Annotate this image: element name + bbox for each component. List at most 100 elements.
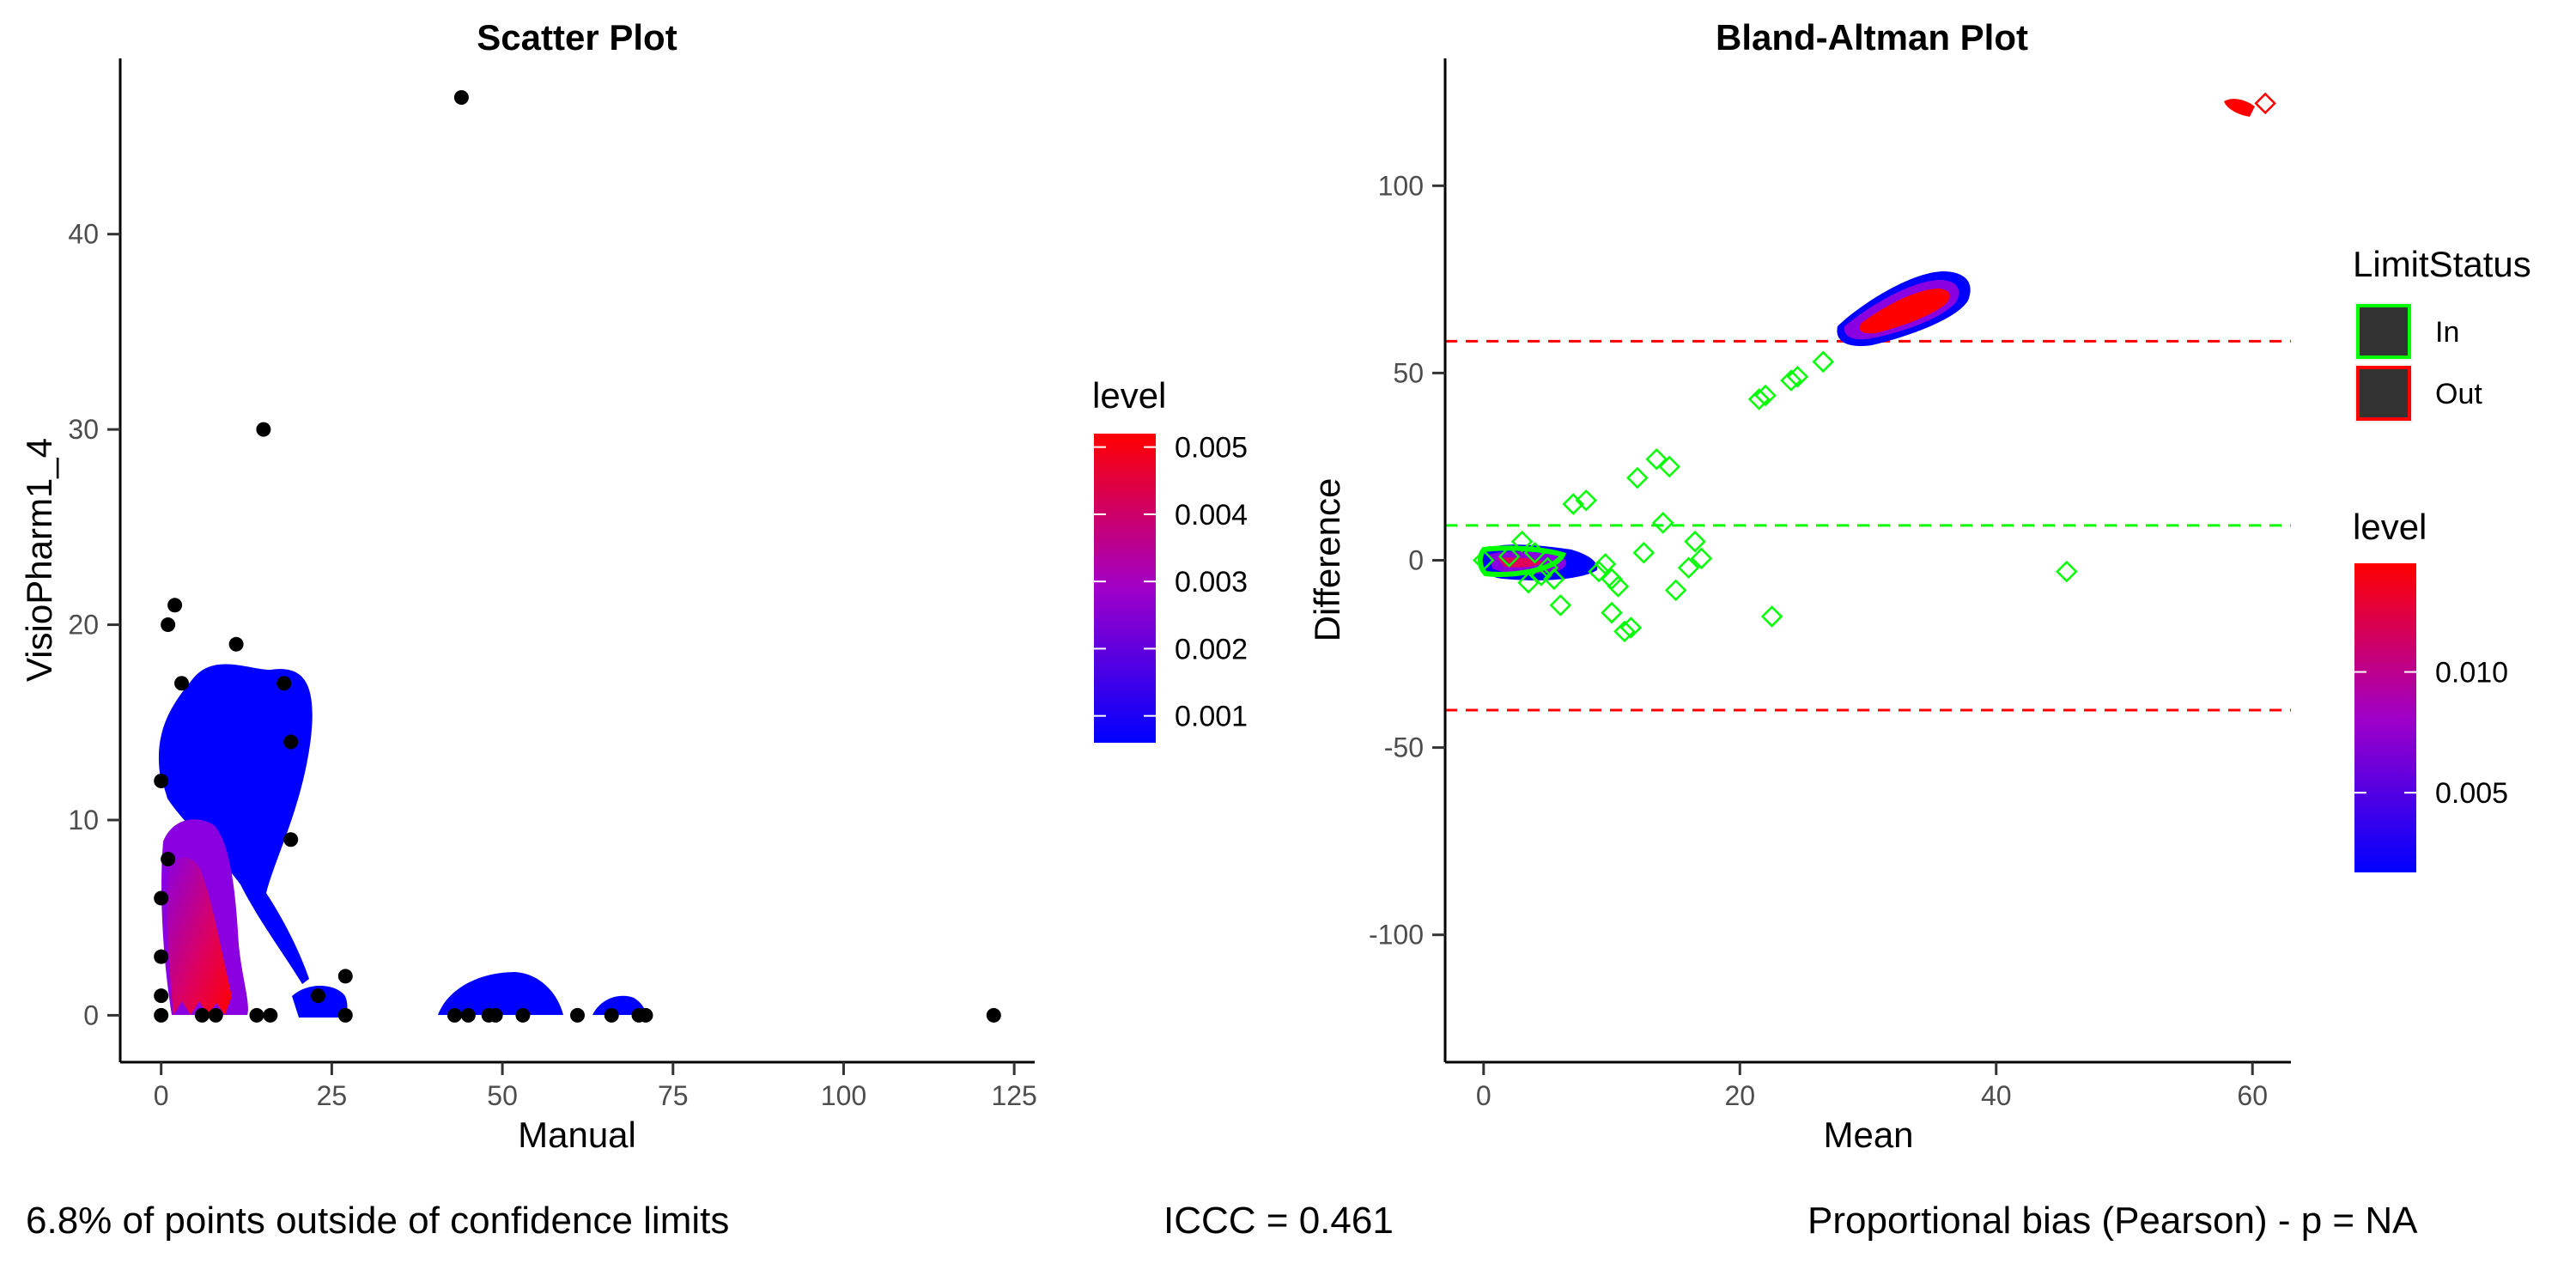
scatter-legend-ticks: 0.005 0.004 0.003 0.002 0.001 [1094,432,1248,733]
scatter-point-22 [453,89,469,105]
scatter-y-tick-label-2: 20 [68,610,99,641]
ba-x-tick-label-3: 60 [2237,1080,2268,1111]
ba-legend-tick-label-0: 0.010 [2435,657,2508,690]
ba-point-in-14 [1619,617,1643,639]
scatter-plot-panel: Scatter Plot 0 25 50 75 100 125 0 10 20 30 40 Manu… [19,17,1037,1155]
scatter-point-7 [167,598,183,613]
scatter-legend-colorbar [1094,434,1156,743]
ba-y-tick-label-3: -50 [1384,732,1424,763]
scatter-point-25 [488,1007,503,1023]
scatter-legend-tick-label-2: 0.003 [1175,566,1248,598]
ba-point-in-30 [2056,560,2078,583]
ba-point-in-26 [1760,605,1783,628]
scatter-point-3 [154,890,169,906]
scatter-point-13 [256,422,271,437]
ba-point-in-21 [1677,556,1700,579]
ba-point-in-7 [1575,489,1597,512]
scatter-point-0 [154,1007,169,1023]
ba-y-tick-label-1: 50 [1393,357,1424,388]
scatter-y-tick-label-0: 0 [83,999,99,1030]
scatter-point-18 [310,988,325,1004]
ba-point-out-0 [2254,92,2276,115]
ba-point-in-2 [1510,530,1534,553]
density-contour-lobe-68 [592,995,646,1015]
density-contour-outer-blue [158,664,313,984]
scatter-point-30 [638,1007,653,1023]
ba-y-tick-label-2: 0 [1408,545,1424,576]
scatter-x-tick-label-1: 25 [317,1080,348,1111]
ba-legend-title: level [2353,507,2427,547]
scatter-legend-tick-label-4: 0.001 [1175,701,1248,733]
scatter-point-27 [570,1007,585,1023]
scatter-legend-tick-label-1: 0.004 [1175,499,1248,532]
scatter-point-28 [604,1007,619,1023]
limit-status-legend-title: LimitStatus [2353,244,2531,284]
ba-x-tick-label-2: 40 [1981,1080,2012,1111]
ba-x-tick-label-0: 0 [1476,1080,1492,1111]
scatter-plot-title: Scatter Plot [477,17,677,58]
scatter-legend-tick-label-0: 0.005 [1175,432,1248,465]
scatter-density-contours [158,664,646,1018]
ba-point-in-12 [1601,601,1623,624]
bland-altman-limit-lines [1445,339,2291,712]
ba-point-in-16 [1632,542,1656,564]
scatter-x-tick-label-2: 50 [487,1080,518,1111]
bland-altman-title: Bland-Altman Plot [1716,17,2028,58]
ba-x-tick-label-1: 20 [1724,1080,1755,1111]
scatter-axis-ticks: 0 25 50 75 100 125 0 10 20 30 40 [68,219,1036,1111]
scatter-point-16 [283,734,299,750]
ba-point-in-13 [1613,620,1636,643]
ba-point-in-20 [1664,579,1687,602]
ba-point-in-19 [1658,455,1680,478]
ba-point-in-1 [1498,545,1521,568]
scatter-point-11 [228,636,244,652]
scatter-y-tick-label-1: 10 [68,805,99,835]
ba-point-in-33 [1530,564,1552,586]
scatter-legend-title: level [1092,375,1166,416]
scatter-y-tick-label-4: 40 [68,219,99,250]
scatter-legend-tick-label-3: 0.002 [1175,633,1248,665]
scatter-point-15 [276,676,292,691]
ba-point-in-8 [1588,560,1610,583]
ba-point-in-22 [1684,530,1706,553]
scatter-point-6 [161,617,176,633]
bland-altman-points [1473,92,2276,643]
ba-point-in-27 [1780,369,1802,392]
footer-outside-limits: 6.8% of points outside of confidence lim… [26,1200,730,1242]
scatter-point-19 [337,969,353,984]
scatter-x-tick-label-4: 100 [821,1080,866,1111]
ba-point-in-29 [1812,350,1835,374]
ba-point-in-15 [1626,466,1649,489]
bland-altman-y-axis-label: Difference [1307,478,1347,642]
footer-iccc: ICCC = 0.461 [1163,1200,1394,1242]
scatter-point-10 [208,1007,223,1023]
ba-y-tick-label-0: 100 [1378,170,1424,201]
ba-point-in-0 [1473,549,1495,572]
ba-point-in-24 [1747,388,1771,410]
limit-key-swatch-0 [2356,304,2411,359]
footer-proportional-bias: Proportional bias (Pearson) - p = NA [1807,1200,2418,1242]
ba-point-in-28 [1786,365,1809,388]
ba-y-tick-label-4: -100 [1369,920,1424,951]
bland-altman-density-contours [1477,99,2255,580]
ba-point-in-6 [1562,493,1585,515]
scatter-points [154,89,1001,1023]
limit-key-label-0: In [2435,316,2459,349]
ba-point-in-32 [1543,568,1565,591]
scatter-point-9 [194,1007,210,1023]
ba-point-in-9 [1594,553,1617,575]
scatter-x-axis-label: Manual [518,1115,636,1155]
ba-contour-cluster-core [1859,289,1950,334]
ba-level-legend: level 0.010 0.005 [2353,507,2508,872]
scatter-point-4 [154,773,169,788]
scatter-point-31 [986,1007,1001,1023]
bland-altman-x-axis-label: Mean [1823,1115,1913,1155]
ba-point-in-5 [1549,594,1572,617]
ba-point-in-18 [1651,512,1674,534]
ba-legend-ticks: 0.010 0.005 [2354,657,2508,810]
scatter-point-8 [174,676,190,691]
scatter-point-23 [460,1007,476,1023]
density-contour-lobe-50 [438,972,563,1015]
ba-legend-tick-label-1: 0.005 [2435,777,2508,810]
